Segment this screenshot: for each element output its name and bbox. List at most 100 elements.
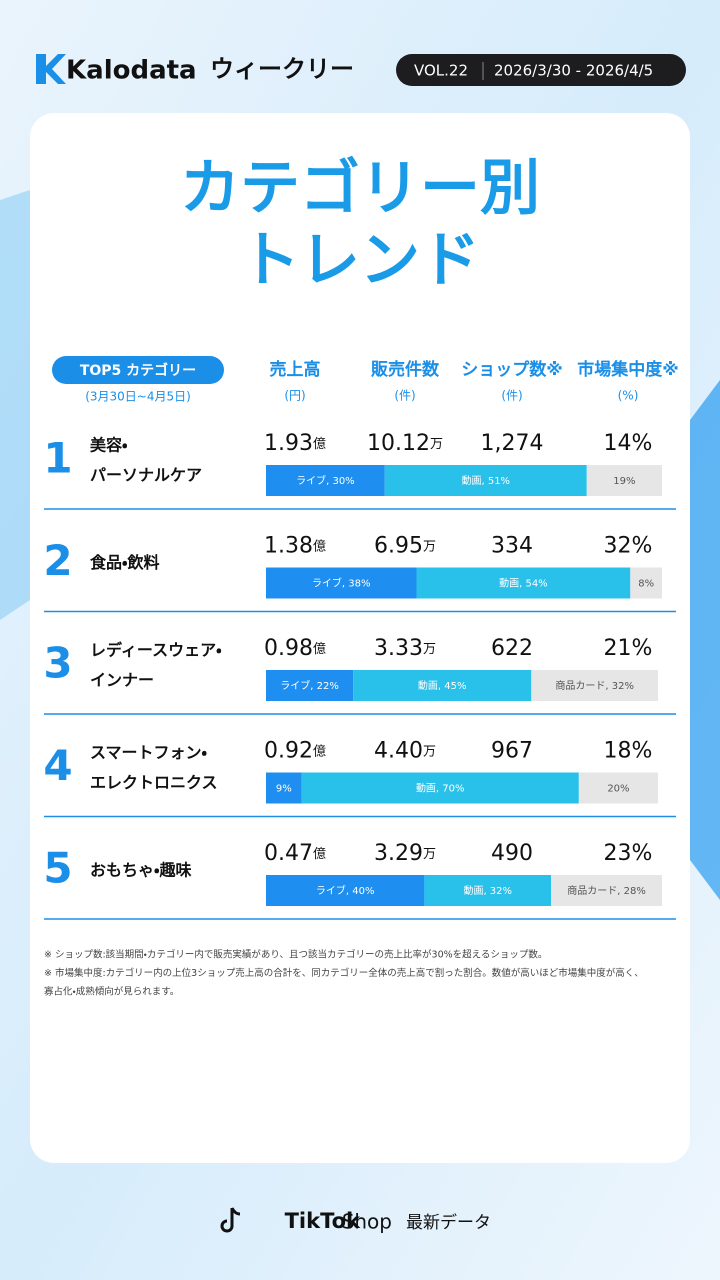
share-segment (266, 772, 302, 804)
metric: 1.38億 (264, 534, 326, 559)
metric-value: 6.95 (374, 534, 423, 559)
metric-unit: 億 (313, 437, 326, 452)
metric: 622 (491, 636, 533, 661)
share-label: 動画, 51% (461, 474, 510, 487)
metric: 0.92億 (264, 739, 326, 764)
footer-brand: TikTok (285, 1209, 361, 1233)
metric-value: 1.38 (264, 534, 313, 559)
share-label: 8% (638, 579, 654, 590)
share-label: 20% (607, 784, 629, 795)
title: カテゴリー別 (180, 154, 540, 224)
category-name: 美容・ (90, 436, 128, 455)
metric-unit: 万 (430, 437, 443, 452)
column-unit: (件) (394, 389, 415, 403)
share-segment (266, 465, 385, 496)
column-unit: (件) (501, 389, 522, 403)
share-segment (424, 875, 552, 906)
metric: 967 (491, 739, 533, 764)
metric: 32% (604, 534, 653, 559)
share-segment (630, 567, 662, 599)
metric-value: 3.29 (374, 841, 423, 866)
share-segment (586, 465, 662, 496)
column-header: 市場集中度※ (577, 359, 679, 380)
share-segment (416, 567, 631, 599)
tiktok-logo (220, 1207, 241, 1233)
rank: 3 (43, 639, 72, 688)
metric: 6.95万 (374, 534, 436, 559)
share-segment (266, 567, 417, 599)
category-name: 食品・飲料 (89, 553, 159, 572)
share-label: 商品カード, 28% (567, 884, 646, 897)
share-segment (353, 670, 532, 701)
category-name: インナー (90, 671, 154, 690)
share-segment (551, 875, 662, 906)
column-unit: (円) (284, 389, 305, 403)
metric: 334 (491, 534, 533, 559)
category-name: レディースウェア・ (90, 641, 222, 660)
metric: 4.40万 (374, 739, 436, 764)
metric: 3.29万 (374, 841, 436, 866)
share-label: ライブ, 38% (312, 577, 371, 590)
subtitle: ウィークリー (210, 55, 354, 83)
note: ※ 市場集中度:カテゴリー内の上位3ショップ売上高の合計を、同カテゴリー全体の売… (44, 967, 644, 979)
share-label: ライブ, 22% (280, 679, 339, 692)
share-segment (578, 772, 659, 804)
category-name: エレクトロニクス (90, 773, 218, 792)
footer-shop: Shop (342, 1210, 392, 1234)
metric: 0.47億 (264, 841, 326, 866)
brand: Kalodata (66, 56, 197, 86)
category-name: スマートフォン・ (90, 743, 208, 762)
metric: 14% (604, 431, 653, 456)
category-pill (52, 356, 224, 384)
metric: 21% (604, 636, 653, 661)
rank: 1 (43, 434, 72, 483)
metric: 23% (604, 841, 653, 866)
share-label: ライブ, 30% (296, 474, 355, 487)
category-header: TOP5 カテゴリー (80, 362, 196, 379)
metric-unit: 億 (313, 539, 326, 554)
column-header: ショップ数※ (461, 359, 563, 380)
metric: 1,274 (481, 431, 544, 456)
metric: 10.12万 (367, 431, 443, 456)
period: (3月30日~4月5日) (85, 390, 191, 404)
share-segment (531, 670, 659, 701)
metric-value: 4.40 (374, 739, 423, 764)
share-label: 動画, 45% (418, 679, 467, 692)
metric-unit: 万 (423, 744, 436, 759)
metric: 0.98億 (264, 636, 326, 661)
category-name: おもちゃ・趣味 (90, 861, 191, 880)
rank: 2 (43, 536, 72, 585)
metric-value: 0.98 (264, 636, 313, 661)
metric: 3.33万 (374, 636, 436, 661)
note: ※ ショップ数:該当期間・カテゴリー内で販売実績があり、且つ該当カテゴリーの売上… (44, 949, 547, 961)
metric: 18% (604, 739, 653, 764)
metric-unit: 万 (423, 847, 436, 862)
rank: 5 (43, 844, 72, 893)
issue-volume: VOL.22 (414, 62, 468, 80)
metric-value: 10.12 (367, 431, 430, 456)
column-unit: (%) (618, 389, 639, 403)
share-label: 動画, 54% (499, 577, 548, 590)
category-name: パーソナルケア (90, 466, 202, 485)
title: トレンド (240, 226, 480, 296)
metric-unit: 億 (313, 642, 326, 657)
column-header: 販売件数 (371, 359, 440, 380)
share-label: ライブ, 40% (316, 884, 375, 897)
share-label: 9% (276, 784, 292, 795)
share-label: 動画, 32% (463, 884, 512, 897)
metric-value: 3.33 (374, 636, 423, 661)
metric-unit: 億 (313, 847, 326, 862)
share-label: 動画, 70% (416, 782, 465, 795)
metric-unit: 万 (423, 539, 436, 554)
metric-value: 1.93 (264, 431, 313, 456)
rank: 4 (43, 741, 72, 790)
footer-tagline: 最新データ (406, 1212, 491, 1233)
metric: 1.93億 (264, 431, 326, 456)
metric-value: 0.92 (264, 739, 313, 764)
decoration (0, 190, 30, 620)
issue-date: 2026/3/30 - 2026/4/5 (494, 62, 653, 80)
metric-unit: 億 (313, 744, 326, 759)
